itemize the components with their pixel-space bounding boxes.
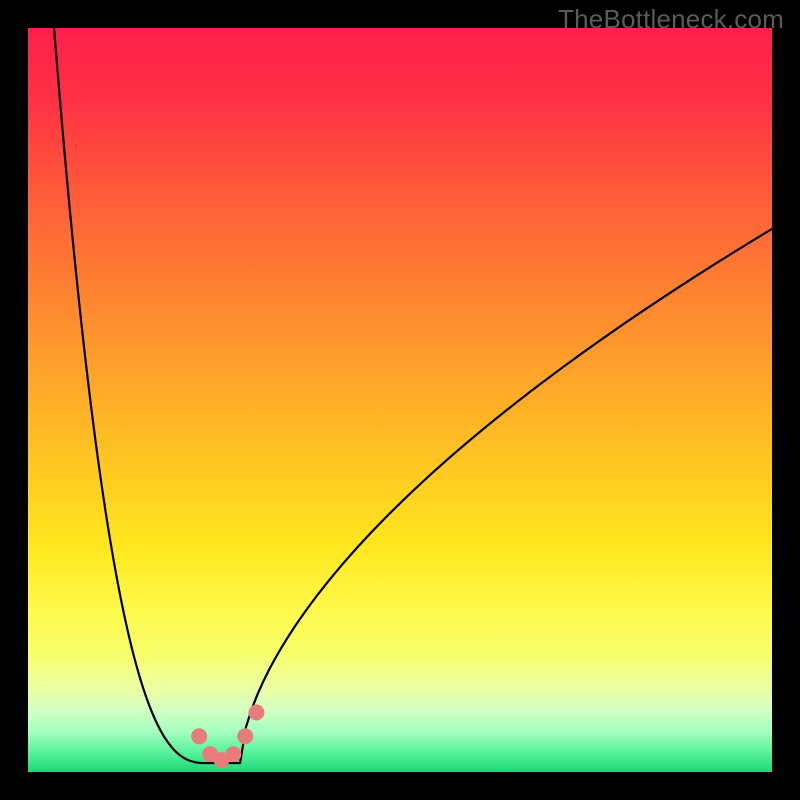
curve-marker <box>226 747 241 762</box>
watermark-text: TheBottleneck.com <box>558 4 784 35</box>
curve-marker <box>249 705 264 720</box>
bottleneck-curve-svg <box>28 28 772 772</box>
bottleneck-curve <box>54 28 772 763</box>
chart-frame: TheBottleneck.com <box>0 0 800 800</box>
curve-marker <box>192 729 207 744</box>
plot-area <box>28 28 772 772</box>
curve-marker <box>238 729 253 744</box>
